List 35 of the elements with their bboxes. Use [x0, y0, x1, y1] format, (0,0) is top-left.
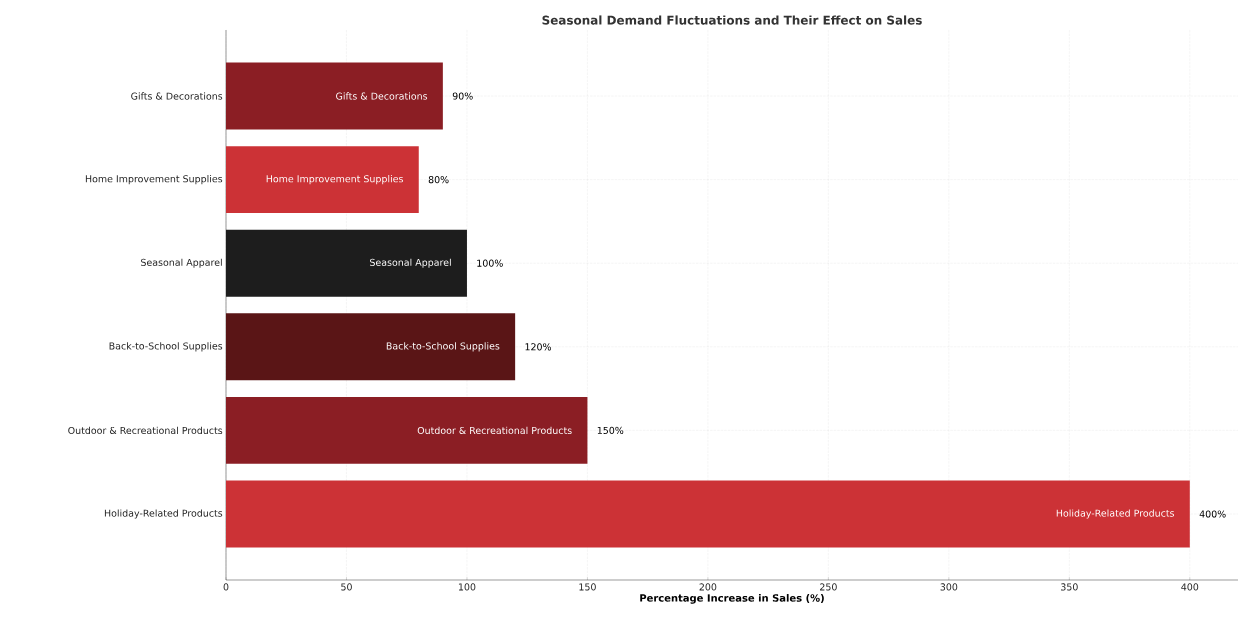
y-tick-label: Gifts & Decorations	[131, 92, 223, 100]
x-tick-label: 200	[699, 583, 717, 591]
chart-title: Seasonal Demand Fluctuations and Their Effect on Sales	[542, 15, 922, 25]
bar	[226, 229, 467, 297]
y-tick-label: Outdoor & Recreational Products	[68, 426, 223, 435]
annotation: Outdoor & Recreational Products	[417, 426, 572, 435]
bar	[226, 480, 1190, 548]
x-tick-label: 300	[940, 583, 958, 591]
bar	[226, 62, 443, 130]
x-tick-label: 100	[458, 583, 476, 591]
annotation: Holiday-Related Products	[1056, 509, 1175, 519]
annotation: Back-to-School Supplies	[386, 342, 500, 352]
x-tick-label: 400	[1181, 583, 1199, 591]
x-tick-label: 50	[341, 583, 352, 591]
y-tick-label: Seasonal Apparel	[141, 258, 222, 268]
annotation: Home Improvement Supplies	[266, 175, 403, 185]
data-label: 90%	[452, 92, 473, 100]
bar	[226, 146, 419, 214]
bar	[226, 396, 588, 464]
data-label: 150%	[597, 426, 624, 434]
data-label: 120%	[525, 343, 551, 351]
data-label: 400%	[1199, 510, 1226, 518]
y-tick-label: Home Improvement Supplies	[85, 175, 223, 185]
x-tick-label: 350	[1061, 583, 1078, 591]
y-tick-label: Holiday-Related Products	[104, 509, 223, 519]
x-tick-label: 150	[579, 583, 596, 591]
data-label: 80%	[428, 176, 449, 184]
x-axis-title: Percentage Increase in Sales (%)	[640, 594, 824, 604]
data-label: 100%	[477, 259, 503, 267]
x-tick-label: 0	[223, 583, 229, 591]
annotation: Seasonal Apparel	[370, 258, 451, 268]
x-tick-label: 250	[820, 583, 837, 591]
y-tick-label: Back-to-School Supplies	[109, 342, 223, 352]
bar	[226, 313, 516, 381]
annotation: Gifts & Decorations	[336, 92, 428, 100]
